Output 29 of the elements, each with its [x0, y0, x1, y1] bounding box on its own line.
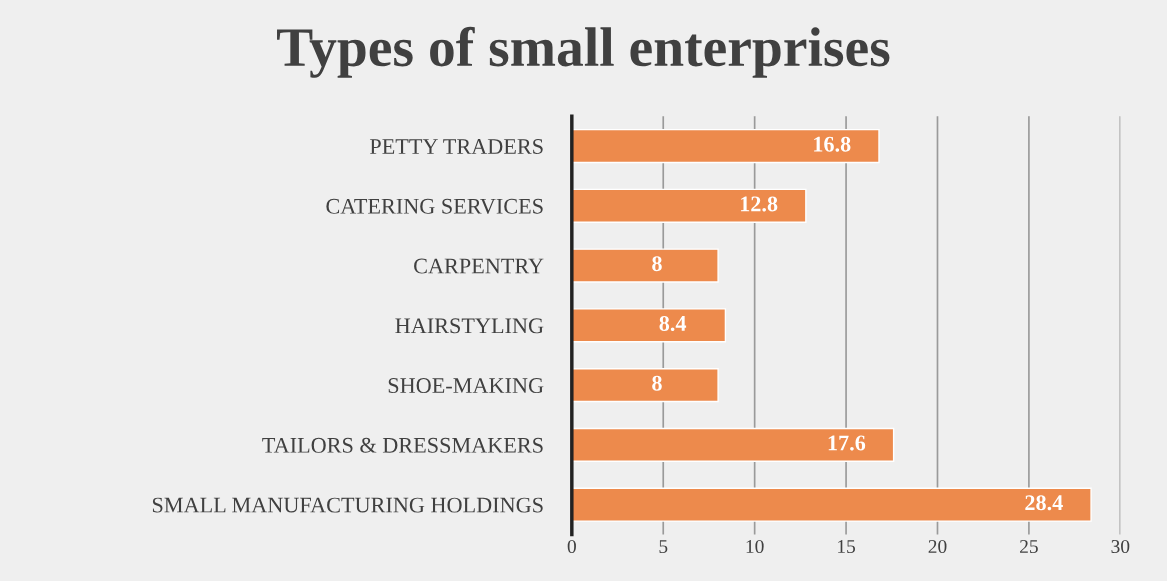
bar — [571, 248, 719, 283]
data-label: 8 — [652, 256, 662, 272]
y-tick-label: PETTY TRADERS — [369, 139, 543, 155]
data-label: 8.4 — [659, 315, 687, 332]
y-tick-label: CATERING SERVICES — [326, 198, 543, 214]
x-tick-label: 0 — [567, 539, 576, 554]
data-label: 8 — [652, 375, 662, 391]
data-label: 28.4 — [1025, 495, 1063, 511]
x-tick-label: 10 — [746, 539, 764, 554]
y-tick-label: HAIRSTYLING — [395, 318, 544, 334]
data-label: 17.6 — [828, 435, 866, 451]
bar — [571, 487, 1092, 522]
bar — [571, 188, 807, 223]
y-tick-label: SHOE-MAKING — [388, 378, 544, 394]
bar — [571, 128, 880, 164]
x-tick-label: 30 — [1111, 539, 1130, 554]
chart-title: Types of small enterprises — [277, 26, 890, 78]
y-tick-label: TAILORS & DRESSMAKERS — [262, 437, 543, 453]
x-tick-label: 20 — [928, 539, 947, 554]
bar — [571, 427, 895, 463]
y-tick-label: CARPENTRY — [414, 258, 544, 274]
x-tick-label: 25 — [1020, 540, 1038, 554]
x-tick-label: 5 — [659, 540, 668, 554]
data-label: 16.8 — [814, 136, 851, 152]
y-tick-label: SMALL MANUFACTURING HOLDINGS — [152, 497, 543, 513]
bar — [571, 308, 727, 343]
data-label: 12.8 — [740, 196, 778, 212]
x-tick-label: 15 — [838, 540, 856, 554]
bar — [571, 367, 719, 403]
